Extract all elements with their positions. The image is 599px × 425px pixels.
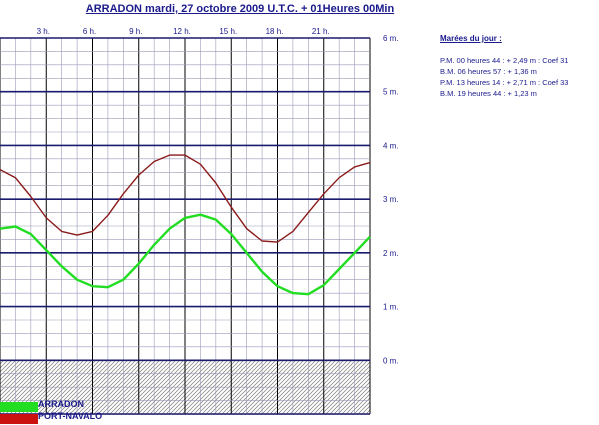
tides-header: Marées du jour : bbox=[440, 34, 502, 43]
y-tick-label: 1 m. bbox=[383, 303, 399, 312]
x-tick-label: 21 h. bbox=[312, 27, 330, 36]
legend-swatch bbox=[0, 414, 38, 424]
tide-row: P.M. 13 heures 14 : + 2,71 m : Coef 33 bbox=[440, 78, 569, 87]
x-tick-label: 6 h. bbox=[83, 27, 96, 36]
y-tick-label: 6 m. bbox=[383, 34, 399, 43]
chart-title: ARRADON mardi, 27 octobre 2009 U.T.C. + … bbox=[85, 3, 395, 15]
legend-label: ARRADON bbox=[38, 399, 84, 409]
series-line-arradon bbox=[0, 213, 371, 296]
y-tick-label: 0 m. bbox=[383, 356, 399, 365]
y-tick-label: 5 m. bbox=[383, 88, 399, 97]
y-tick-label: 2 m. bbox=[383, 249, 399, 258]
tide-row: P.M. 00 heures 44 : + 2,49 m : Coef 31 bbox=[440, 56, 569, 65]
x-tick-label: 9 h. bbox=[129, 27, 142, 36]
tide-row: B.M. 06 heures 57 : + 1,36 m bbox=[440, 67, 537, 76]
x-tick-label: 15 h. bbox=[219, 27, 237, 36]
axis-ticks: 3 h. 6 h. 9 h. 12 h. 15 h. 18 h. 21 h. 0 m. 1 m.… bbox=[37, 27, 399, 365]
series-lines bbox=[0, 154, 371, 296]
y-tick-label: 4 m. bbox=[383, 141, 399, 150]
x-tick-label: 18 h. bbox=[266, 27, 284, 36]
y-tick-label: 3 m. bbox=[383, 195, 399, 204]
tide-row: B.M. 19 heures 44 : + 1,23 m bbox=[440, 89, 537, 98]
legend-label: PORT-NAVALO bbox=[38, 411, 103, 421]
x-tick-label: 12 h. bbox=[173, 27, 191, 36]
series-line-port-navalo bbox=[0, 154, 371, 243]
chart-grid bbox=[0, 37, 371, 415]
legend-swatch bbox=[0, 402, 38, 412]
x-tick-label: 3 h. bbox=[37, 27, 50, 36]
